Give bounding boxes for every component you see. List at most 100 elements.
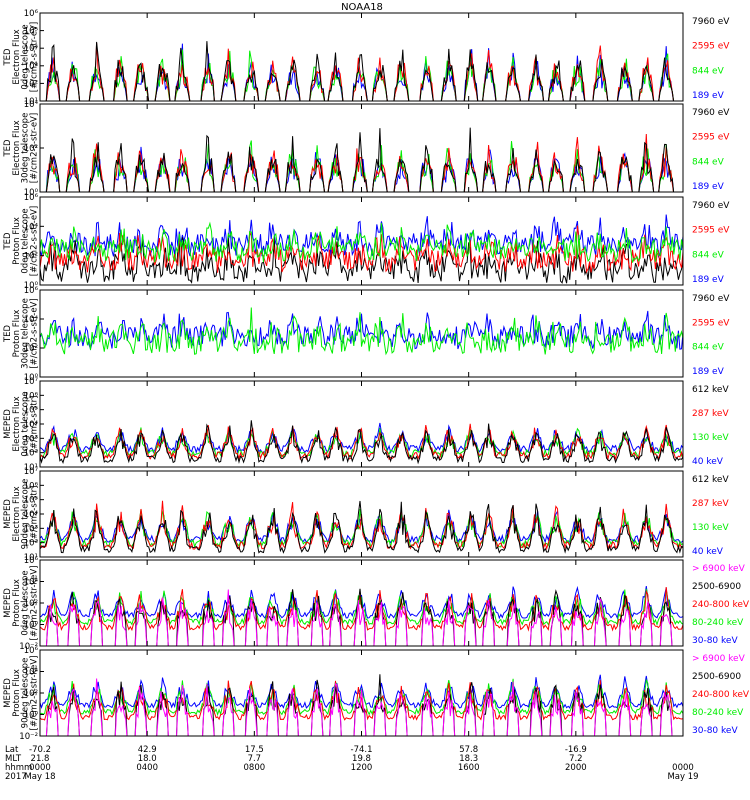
y-tick-label: 10⁰ — [24, 711, 39, 721]
panel-series — [40, 500, 683, 554]
y-tick-label: 10⁶ — [24, 9, 39, 19]
legend-entry: 287 keV — [692, 499, 729, 509]
series-line — [45, 140, 675, 192]
legend-entry: 2500-6900 — [692, 672, 741, 682]
y-tick-label: 10⁴ — [24, 44, 39, 54]
x-row-label: Lat — [5, 745, 19, 755]
series-line — [40, 423, 683, 461]
series-line — [40, 225, 683, 274]
legend-entry: 844 eV — [692, 157, 725, 167]
legend-entry: 40 keV — [692, 457, 724, 467]
y-tick-label: 10⁰ — [24, 281, 39, 291]
y-tick-label: 10⁵ — [24, 27, 38, 37]
x-tick-label: 0000 — [672, 763, 694, 773]
panel-ted-e0: 10¹ 10² 10³ 10⁴ 10⁵ 10⁶ TEDElectron Flux0deg t… — [3, 9, 730, 107]
legend-entry: 2595 eV — [692, 42, 730, 52]
y-tick-label: 10⁴ — [24, 510, 39, 520]
legend-entry: 40 keV — [692, 547, 724, 557]
x-tick-label: 0800 — [244, 763, 266, 773]
y-axis-label: MEPEDElectron Flux90deg telescope[#/cm2-… — [3, 479, 39, 550]
series-line — [40, 500, 683, 554]
panel-series — [40, 307, 683, 356]
y-tick-label: 10⁵ — [24, 496, 38, 506]
y-tick-label: 10⁴ — [24, 420, 39, 430]
chart-title: NOAA18 — [341, 2, 383, 13]
legend-entry: 189 eV — [692, 275, 725, 285]
x-row-value: -70.2 — [29, 745, 51, 755]
legend-entry: 130 keV — [692, 523, 729, 533]
series-line — [45, 42, 675, 101]
series-line — [45, 127, 675, 192]
y-tick-label: 10¹ — [24, 463, 38, 473]
panel-ted-p30: 10⁰ 10² 10⁴ 10⁶ TEDProton Flux30deg telescop… — [3, 286, 730, 383]
y-tick-label: 10⁰ — [24, 373, 39, 383]
x-date-label: May 18 — [24, 772, 55, 782]
legend-entry: 612 keV — [692, 475, 729, 485]
y-tick-label: 10⁴ — [24, 578, 39, 588]
y-tick-label: 10² — [24, 252, 38, 262]
y-tick-label: 10⁴ — [24, 668, 39, 678]
series-line — [45, 41, 675, 101]
x-row-value: 7.7 — [248, 754, 262, 764]
y-tick-label: 10³ — [24, 524, 38, 534]
legend-entry: 2595 eV — [692, 133, 730, 143]
legend-entry: 7960 eV — [692, 294, 730, 304]
x-row-value: 21.8 — [31, 754, 50, 764]
legend-entry: 844 eV — [692, 250, 725, 260]
legend-entry: 130 keV — [692, 433, 729, 443]
series-line — [40, 586, 683, 632]
x-tick-label: 2000 — [565, 763, 587, 773]
y-axis-label: MEPEDProton Flux0deg telescope[#/cm2-s-s… — [3, 566, 39, 641]
series-line — [45, 678, 673, 736]
legend-entry: 2500-6900 — [692, 582, 741, 592]
y-tick-label: 10¹ — [24, 553, 38, 563]
y-tick-label: 10⁻² — [19, 732, 38, 742]
legend-entry: 189 eV — [692, 91, 725, 101]
y-tick-label: 10⁶ — [24, 391, 39, 401]
legend-entry: 80-240 keV — [692, 708, 744, 718]
panel-series — [40, 214, 683, 284]
x-row-label: hhmm — [5, 763, 32, 773]
legend-entry: 189 eV — [692, 182, 725, 192]
series-line — [40, 680, 683, 721]
y-tick-label: 10² — [24, 79, 38, 89]
y-axis-label: TEDProton Flux30deg telescope[#/cm2-s-st… — [3, 298, 39, 369]
legend-entry: 30-80 keV — [692, 726, 738, 736]
legend-entry: 240-800 keV — [692, 600, 750, 610]
x-row-value: 18.3 — [459, 754, 478, 764]
y-tick-label: 10¹ — [24, 97, 38, 107]
panel-series — [40, 585, 683, 646]
y-tick-label: 10⁷ — [24, 377, 39, 387]
y-tick-label: 10⁻² — [19, 642, 38, 652]
legend-entry: 30-80 keV — [692, 636, 738, 646]
legend-entry: 7960 eV — [692, 201, 730, 211]
legend-entry: 844 eV — [692, 343, 725, 353]
panel-ted-e30: 10⁰ 10² 10⁴ TEDElectron Flux30deg telescope… — [3, 100, 730, 198]
x-row-value: -16.9 — [565, 745, 587, 755]
legend-entry: 7960 eV — [692, 17, 730, 27]
panel-series — [40, 674, 683, 736]
x-row-value: 7.2 — [569, 754, 583, 764]
x-row-value: 18.0 — [138, 754, 157, 764]
legend-entry: > 6900 keV — [692, 654, 746, 664]
y-tick-label: 10⁴ — [24, 222, 39, 232]
y-tick-label: 10² — [24, 144, 38, 154]
panel-series — [45, 127, 675, 192]
series-line — [40, 307, 683, 356]
legend-entry: 80-240 keV — [692, 618, 744, 628]
y-tick-label: 10⁶ — [24, 481, 39, 491]
panel-ted-p0: 10⁰ 10² 10⁴ 10⁶ TEDProton Flux0deg telescope… — [3, 193, 730, 291]
x-row-value: 19.8 — [352, 754, 371, 764]
x-row-value: 17.5 — [245, 745, 264, 755]
y-tick-label: 10² — [24, 539, 38, 549]
series-line — [40, 221, 683, 263]
y-tick-label: 10² — [24, 599, 38, 609]
legend-entry: 2595 eV — [692, 318, 730, 328]
x-row-value: 57.8 — [459, 745, 478, 755]
series-line — [45, 589, 673, 646]
y-tick-label: 10² — [24, 344, 38, 354]
legend-entry: > 6900 keV — [692, 564, 746, 574]
y-tick-label: 10⁶ — [24, 556, 39, 566]
